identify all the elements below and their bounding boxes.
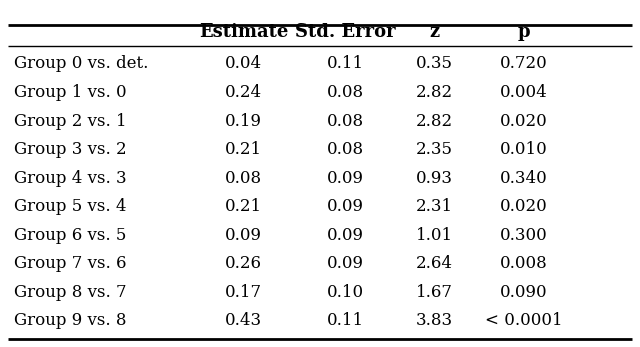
Text: 2.82: 2.82	[416, 84, 453, 101]
Text: 1.01: 1.01	[416, 227, 453, 244]
Text: Estimate: Estimate	[199, 23, 288, 41]
Text: Group 9 vs. 8: Group 9 vs. 8	[14, 313, 127, 330]
Text: 0.010: 0.010	[500, 141, 548, 158]
Text: Group 8 vs. 7: Group 8 vs. 7	[14, 284, 127, 301]
Text: 0.09: 0.09	[327, 198, 364, 215]
Text: 0.21: 0.21	[225, 141, 262, 158]
Text: 0.004: 0.004	[500, 84, 548, 101]
Text: 0.19: 0.19	[225, 112, 262, 129]
Text: 0.300: 0.300	[500, 227, 548, 244]
Text: 0.11: 0.11	[327, 56, 364, 73]
Text: 2.64: 2.64	[416, 255, 453, 272]
Text: 0.17: 0.17	[225, 284, 262, 301]
Text: 0.04: 0.04	[225, 56, 262, 73]
Text: 0.08: 0.08	[327, 141, 364, 158]
Text: 2.35: 2.35	[416, 141, 453, 158]
Text: 1.67: 1.67	[416, 284, 453, 301]
Text: Group 3 vs. 2: Group 3 vs. 2	[14, 141, 127, 158]
Text: Group 2 vs. 1: Group 2 vs. 1	[14, 112, 127, 129]
Text: 0.020: 0.020	[500, 112, 548, 129]
Text: 0.09: 0.09	[225, 227, 262, 244]
Text: 0.08: 0.08	[225, 170, 262, 187]
Text: 0.008: 0.008	[500, 255, 548, 272]
Text: 0.720: 0.720	[500, 56, 548, 73]
Text: 0.020: 0.020	[500, 198, 548, 215]
Text: 2.31: 2.31	[416, 198, 453, 215]
Text: < 0.0001: < 0.0001	[485, 313, 563, 330]
Text: p: p	[518, 23, 530, 41]
Text: 0.340: 0.340	[500, 170, 548, 187]
Text: 0.93: 0.93	[416, 170, 453, 187]
Text: 0.08: 0.08	[327, 112, 364, 129]
Text: Std. Error: Std. Error	[295, 23, 396, 41]
Text: 0.09: 0.09	[327, 255, 364, 272]
Text: 0.11: 0.11	[327, 313, 364, 330]
Text: 0.09: 0.09	[327, 227, 364, 244]
Text: Group 6 vs. 5: Group 6 vs. 5	[14, 227, 127, 244]
Text: 0.08: 0.08	[327, 84, 364, 101]
Text: Group 0 vs. det.: Group 0 vs. det.	[14, 56, 148, 73]
Text: 3.83: 3.83	[416, 313, 453, 330]
Text: 0.43: 0.43	[225, 313, 262, 330]
Text: 0.10: 0.10	[327, 284, 364, 301]
Text: 0.24: 0.24	[225, 84, 262, 101]
Text: Group 1 vs. 0: Group 1 vs. 0	[14, 84, 127, 101]
Text: Group 4 vs. 3: Group 4 vs. 3	[14, 170, 127, 187]
Text: 0.35: 0.35	[416, 56, 453, 73]
Text: 0.26: 0.26	[225, 255, 262, 272]
Text: Group 7 vs. 6: Group 7 vs. 6	[14, 255, 127, 272]
Text: 2.82: 2.82	[416, 112, 453, 129]
Text: 0.090: 0.090	[500, 284, 548, 301]
Text: z: z	[429, 23, 440, 41]
Text: 0.21: 0.21	[225, 198, 262, 215]
Text: 0.09: 0.09	[327, 170, 364, 187]
Text: Group 5 vs. 4: Group 5 vs. 4	[14, 198, 127, 215]
